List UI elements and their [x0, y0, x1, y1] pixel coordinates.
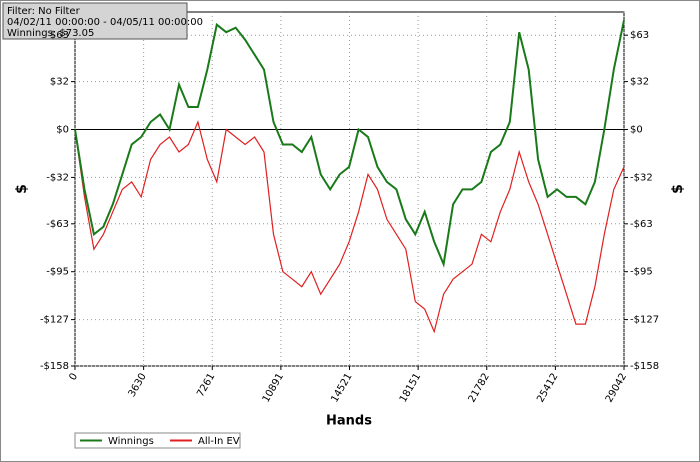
y2-tick-label: $0	[630, 125, 643, 136]
y-tick-label: $32	[50, 77, 69, 88]
series-line	[74, 120, 625, 334]
y2-tick-label: $63	[630, 30, 649, 41]
y2-tick-label: -$158	[630, 361, 659, 372]
y2-tick-label: -$95	[630, 267, 653, 278]
y2-tick-label: -$63	[630, 219, 653, 230]
y-tick-label: $63	[50, 30, 69, 41]
info-text: 04/02/11 00:00:00 - 04/05/11 00:00:00	[7, 17, 203, 28]
y2-tick-label: -$32	[630, 172, 653, 183]
info-box	[2, 2, 188, 40]
y-axis-label: $	[14, 184, 30, 194]
y-tick-label: -$63	[46, 219, 69, 230]
y2-tick-label: -$127	[630, 315, 659, 326]
y-tick-label: -$32	[46, 172, 69, 183]
info-text: Winnings: $73.05	[7, 28, 94, 39]
x-tick-label: 0	[67, 372, 80, 383]
y2-tick-label: $32	[630, 77, 649, 88]
y-tick-label: -$158	[40, 361, 69, 372]
y-tick-label: -$95	[46, 267, 69, 278]
y-tick-label: $0	[56, 125, 69, 136]
info-text: Filter: No Filter	[7, 6, 81, 17]
legend	[74, 432, 241, 449]
series-line	[74, 19, 625, 268]
legend-label: Winnings	[108, 436, 154, 447]
y2-axis-label: $	[670, 184, 686, 194]
legend-label: All-In EV	[198, 436, 240, 447]
y-tick-label: -$127	[40, 315, 69, 326]
x-axis-label: Hands	[326, 414, 372, 429]
